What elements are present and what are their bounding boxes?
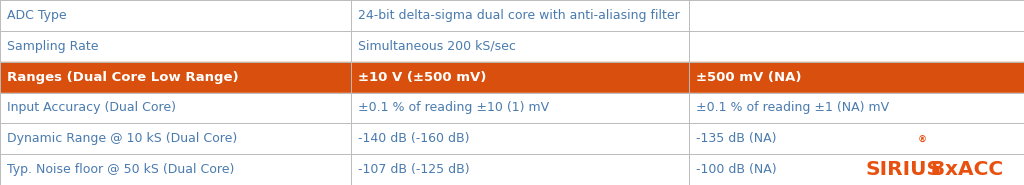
- Text: ®: ®: [918, 135, 927, 144]
- Text: 24-bit delta-sigma dual core with anti-aliasing filter: 24-bit delta-sigma dual core with anti-a…: [358, 9, 680, 22]
- Text: Sampling Rate: Sampling Rate: [7, 40, 98, 53]
- Text: 8xACC: 8xACC: [924, 160, 1002, 179]
- Text: Ranges (Dual Core Low Range): Ranges (Dual Core Low Range): [7, 71, 239, 84]
- Text: Input Accuracy (Dual Core): Input Accuracy (Dual Core): [7, 101, 176, 114]
- Text: ±0.1 % of reading ±10 (1) mV: ±0.1 % of reading ±10 (1) mV: [358, 101, 550, 114]
- Text: Dynamic Range @ 10 kS (Dual Core): Dynamic Range @ 10 kS (Dual Core): [7, 132, 238, 145]
- Bar: [0, 154, 1024, 185]
- Text: -107 dB (-125 dB): -107 dB (-125 dB): [358, 163, 470, 176]
- Text: ±10 V (±500 mV): ±10 V (±500 mV): [358, 71, 486, 84]
- Text: SIRIUS: SIRIUS: [865, 160, 941, 179]
- Bar: [0, 92, 1024, 123]
- Bar: [0, 31, 1024, 62]
- Text: Simultaneous 200 kS/sec: Simultaneous 200 kS/sec: [358, 40, 516, 53]
- Bar: [0, 62, 1024, 92]
- Text: -100 dB (NA): -100 dB (NA): [696, 163, 777, 176]
- Text: ±0.1 % of reading ±1 (NA) mV: ±0.1 % of reading ±1 (NA) mV: [696, 101, 890, 114]
- Bar: [0, 123, 1024, 154]
- Text: -135 dB (NA): -135 dB (NA): [696, 132, 777, 145]
- Text: ADC Type: ADC Type: [7, 9, 67, 22]
- Text: ±500 mV (NA): ±500 mV (NA): [696, 71, 802, 84]
- Bar: [0, 0, 1024, 31]
- Text: -140 dB (-160 dB): -140 dB (-160 dB): [358, 132, 470, 145]
- Text: Typ. Noise floor @ 50 kS (Dual Core): Typ. Noise floor @ 50 kS (Dual Core): [7, 163, 234, 176]
